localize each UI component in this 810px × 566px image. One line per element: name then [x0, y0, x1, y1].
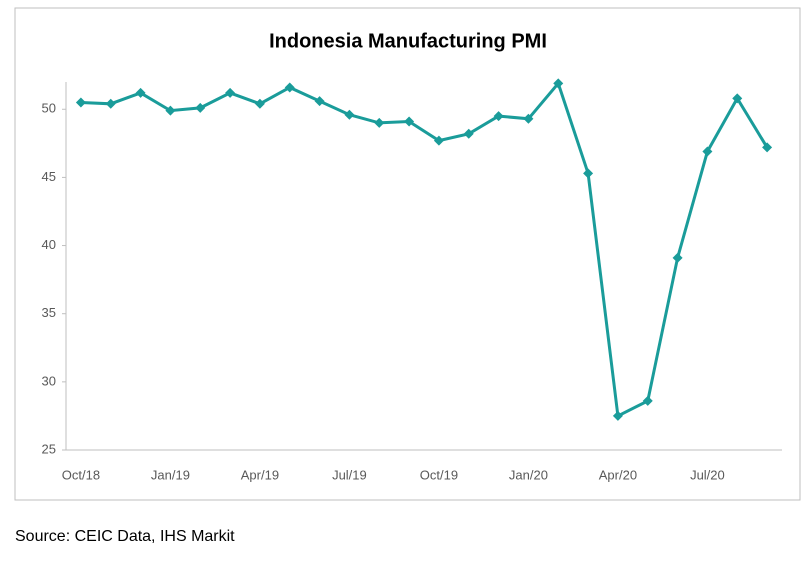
data-point [344, 109, 355, 120]
data-point [75, 97, 86, 108]
x-tick-label: Jan/20 [509, 467, 548, 482]
y-tick-label: 50 [42, 101, 56, 116]
data-point [523, 113, 534, 124]
data-point [672, 252, 683, 263]
data-point [732, 93, 743, 104]
data-point [762, 142, 773, 153]
data-point [642, 395, 653, 406]
data-point [493, 111, 504, 122]
x-tick-label: Apr/20 [599, 467, 637, 482]
data-point [195, 102, 206, 113]
x-tick-label: Jul/19 [332, 467, 367, 482]
data-point [105, 98, 116, 109]
data-point [284, 82, 295, 93]
data-point [553, 78, 564, 89]
y-tick-label: 30 [42, 373, 56, 388]
x-tick-label: Jul/20 [690, 467, 725, 482]
y-tick-label: 45 [42, 169, 56, 184]
data-line [80, 80, 769, 419]
data-point [314, 96, 325, 107]
data-point [254, 98, 265, 109]
data-point [225, 87, 236, 98]
y-tick-label: 40 [42, 237, 56, 252]
chart-frame [14, 7, 801, 501]
source-note: Source: CEIC Data, IHS Markit [15, 528, 235, 545]
data-point [463, 128, 474, 139]
data-point [433, 135, 444, 146]
chart-title: Indonesia Manufacturing PMI [269, 30, 547, 52]
data-point [374, 117, 385, 128]
x-tick-label: Apr/19 [241, 467, 279, 482]
data-point [702, 146, 713, 157]
x-tick-label: Jan/19 [151, 467, 190, 482]
data-point [135, 87, 146, 98]
data-point [612, 410, 623, 421]
data-point [404, 116, 415, 127]
data-point [165, 105, 176, 116]
x-tick-label: Oct/18 [62, 467, 100, 482]
y-tick-label: 35 [42, 305, 56, 320]
data-point [583, 168, 594, 179]
x-tick-label: Oct/19 [420, 467, 458, 482]
y-tick-label: 25 [42, 441, 56, 456]
